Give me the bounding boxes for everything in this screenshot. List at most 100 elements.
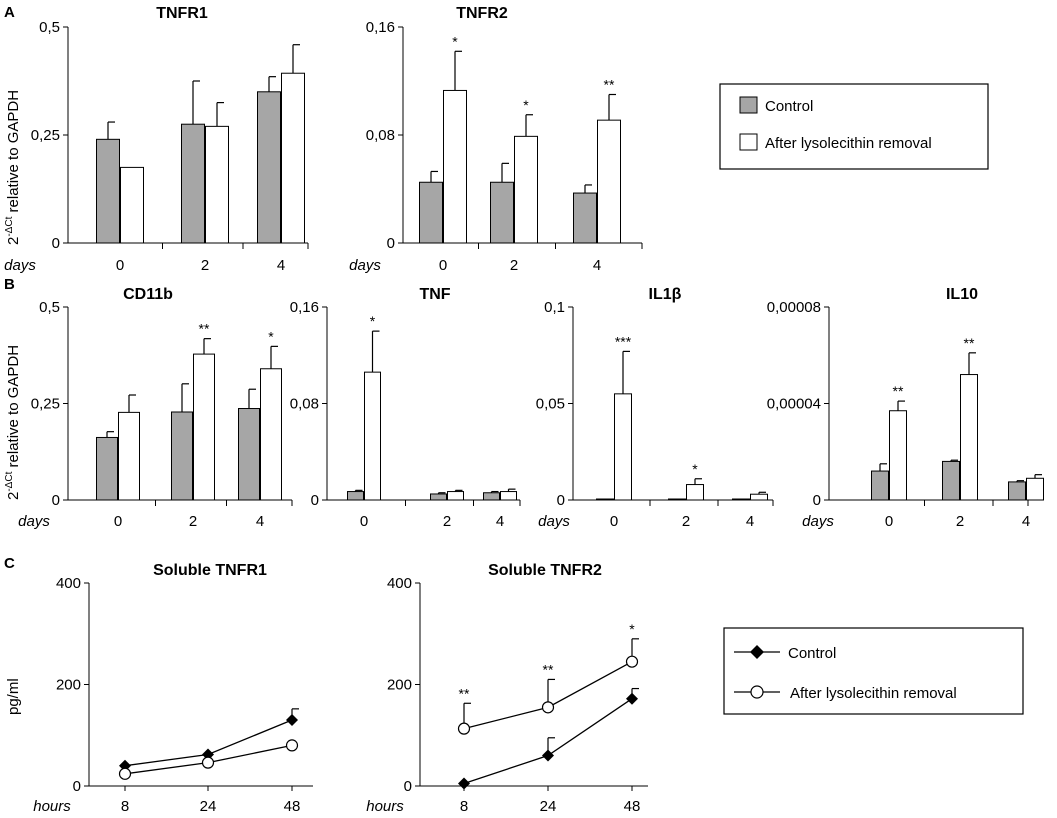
bar-tnfr2-lyso-4	[597, 119, 621, 244]
significance-marker-stnfr2: **	[459, 685, 470, 701]
significance-marker-cd11b: *	[268, 328, 274, 344]
bar-il10-lyso-2	[960, 374, 978, 501]
legend-label-lyso: After lysolecithin removal	[765, 135, 932, 152]
point-stnfr1-lyso-8	[118, 767, 132, 780]
x-tick-label-il10: 2	[956, 513, 964, 530]
point-stnfr2-control-24	[542, 749, 554, 762]
legend-swatch-control	[739, 96, 758, 114]
chart-title-cd11b: CD11b	[123, 286, 173, 303]
y-tick-label-stnfr2: 0	[404, 778, 412, 795]
x-tick-label-cd11b: 4	[256, 513, 264, 530]
x-tick-label-il1b: 2	[682, 513, 690, 530]
y-tick-label-tnf: 0	[311, 492, 319, 509]
bar-tnfr2-lyso-0	[443, 89, 467, 244]
y-tick-label-stnfr1: 400	[56, 575, 81, 592]
point-stnfr2-lyso-48	[625, 655, 639, 668]
y-tick-label-il10: 0	[813, 492, 821, 509]
line-legend-box	[723, 627, 1024, 715]
x-tick-label-cd11b: 2	[189, 513, 197, 530]
bar-legend-box	[719, 83, 989, 170]
significance-marker-il1b: ***	[615, 333, 632, 349]
legend-label-lyso-line: After lysolecithin removal	[790, 685, 957, 702]
y-tick-label-tnfr1: 0,5	[39, 19, 60, 36]
x-axis-label-il1b: days	[538, 513, 570, 530]
y-tick-label-tnfr2: 0,16	[366, 19, 395, 36]
chart-title-tnf: TNF	[419, 286, 450, 303]
point-stnfr2-control-48	[626, 692, 638, 705]
chart-title-il10: IL10	[946, 286, 978, 303]
bar-cd11b-lyso-2	[193, 353, 215, 501]
chart-title-il1b: IL1β	[649, 286, 682, 303]
bar-il1b-control-2	[668, 498, 686, 501]
y-tick-label-stnfr2: 200	[387, 677, 412, 694]
significance-marker-tnfr2: *	[452, 33, 458, 49]
x-tick-label-stnfr1: 8	[121, 798, 129, 815]
bar-tnfr2-control-2	[490, 181, 514, 244]
x-tick-label-stnfr1: 48	[284, 798, 301, 815]
point-stnfr1-lyso-48	[285, 739, 299, 752]
significance-marker-il10: **	[893, 383, 904, 399]
bar-tnfr2-control-4	[573, 192, 597, 244]
x-tick-label-stnfr2: 24	[540, 798, 557, 815]
x-tick-label-cd11b: 0	[114, 513, 122, 530]
legend-label-control-line: Control	[788, 645, 836, 662]
x-tick-label-il1b: 0	[610, 513, 618, 530]
significance-marker-tnfr2: **	[604, 77, 615, 93]
y-tick-label-tnfr2: 0	[387, 235, 395, 252]
bar-il1b-lyso-0	[614, 393, 632, 501]
bar-il1b-lyso-2	[686, 484, 704, 501]
panel-label-a: A	[4, 4, 15, 21]
bar-tnfr1-lyso-2	[205, 125, 229, 244]
significance-marker-il10: **	[964, 335, 975, 351]
point-stnfr2-lyso-8	[457, 722, 471, 735]
significance-marker-il1b: *	[692, 461, 698, 477]
y-axis-label-row-c: pg/ml	[5, 678, 22, 715]
y-tick-label-il1b: 0	[557, 492, 565, 509]
x-axis-label-cd11b: days	[18, 513, 50, 530]
x-tick-label-tnfr2: 2	[510, 257, 518, 274]
x-axis-label-tnfr1: days	[4, 257, 36, 274]
y-tick-label-il1b: 0,1	[544, 299, 565, 316]
x-axis-label-stnfr2: hours	[366, 798, 404, 815]
x-tick-label-stnfr2: 48	[624, 798, 641, 815]
bar-il10-control-4	[1008, 481, 1026, 501]
bar-il10-control-0	[871, 470, 889, 501]
y-tick-label-tnfr2: 0,08	[366, 127, 395, 144]
x-tick-label-tnfr2: 4	[593, 257, 601, 274]
bar-cd11b-control-2	[171, 411, 193, 501]
y-tick-label-tnf: 0,08	[290, 396, 319, 413]
bar-il1b-control-4	[732, 498, 750, 501]
x-tick-label-il10: 0	[885, 513, 893, 530]
bar-tnfr1-control-4	[257, 91, 281, 244]
x-tick-label-tnfr1: 0	[116, 257, 124, 274]
line-legend: Control After lysolecithin removal	[723, 627, 1024, 715]
significance-marker-stnfr2: *	[629, 621, 635, 637]
y-axis-label-row-a: 2-ΔCt relative to GAPDH	[4, 90, 22, 245]
bar-cd11b-control-4	[238, 408, 260, 501]
chart-title-stnfr2: Soluble TNFR2	[488, 562, 602, 579]
bar-tnfr1-lyso-0	[120, 166, 144, 244]
bar-tnf-control-4	[483, 492, 500, 501]
bar-tnf-control-0	[347, 491, 364, 501]
y-tick-label-tnfr1: 0	[52, 235, 60, 252]
legend-swatch-lyso	[739, 133, 758, 151]
bar-tnf-lyso-2	[447, 491, 464, 501]
bar-tnf-control-2	[430, 493, 447, 501]
bar-cd11b-lyso-0	[118, 411, 140, 501]
bar-tnfr2-control-0	[419, 181, 443, 244]
point-stnfr2-lyso-24	[541, 701, 555, 714]
bar-il1b-lyso-4	[750, 493, 768, 501]
significance-marker-tnf: *	[370, 313, 376, 329]
x-axis-label-stnfr1: hours	[33, 798, 71, 815]
bar-il1b-control-0	[596, 498, 614, 501]
x-axis-label-il10: days	[802, 513, 834, 530]
bar-tnf-lyso-4	[500, 491, 517, 501]
legend-circle-marker	[750, 685, 764, 699]
point-stnfr1-lyso-24	[201, 756, 215, 769]
y-axis-label-row-b: 2-ΔCt relative to GAPDH	[4, 345, 22, 500]
x-tick-label-il1b: 4	[746, 513, 754, 530]
chart-title-stnfr1: Soluble TNFR1	[153, 562, 267, 579]
x-tick-label-tnfr2: 0	[439, 257, 447, 274]
x-tick-label-il10: 4	[1022, 513, 1030, 530]
x-tick-label-tnfr1: 2	[201, 257, 209, 274]
